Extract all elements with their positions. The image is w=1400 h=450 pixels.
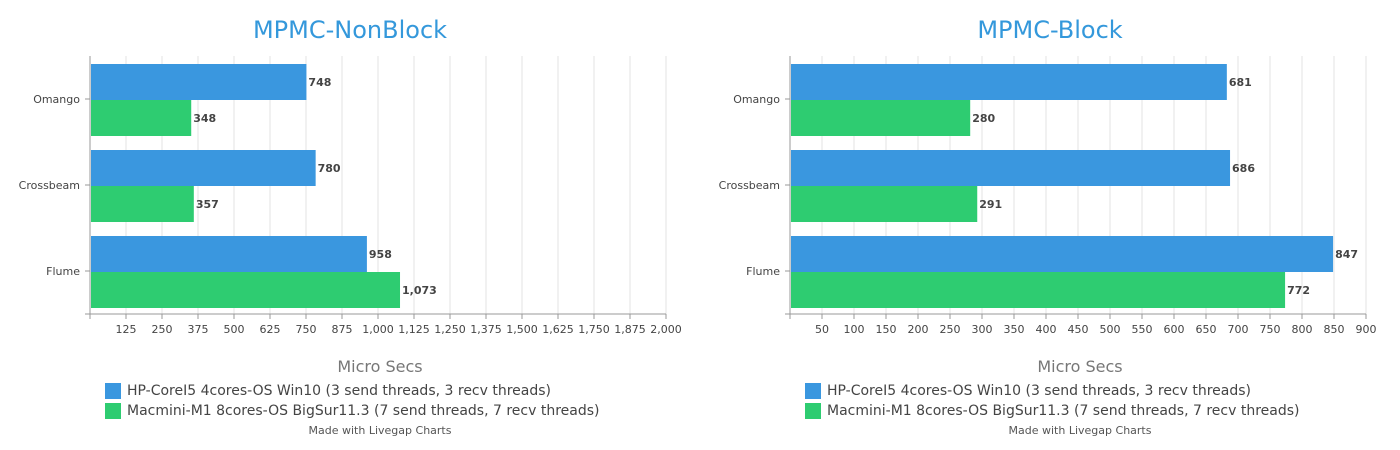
- bar: [791, 186, 978, 222]
- legend: HP-CoreI5 4cores-OS Win10 (3 send thread…: [805, 381, 1300, 421]
- x-tick-label: 850: [1324, 323, 1345, 336]
- x-tick-label: 1,500: [506, 323, 538, 336]
- bar: [91, 236, 367, 272]
- bar: [91, 150, 316, 186]
- x-tick-label: 625: [260, 323, 281, 336]
- data-label: 1,073: [402, 284, 437, 297]
- bar: [791, 236, 1334, 272]
- x-tick-label: 1,625: [542, 323, 574, 336]
- x-axis-label: Micro Secs: [337, 357, 422, 376]
- x-tick-label: 50: [815, 323, 829, 336]
- x-tick-label: 400: [1036, 323, 1057, 336]
- bar: [91, 64, 307, 100]
- credit-text[interactable]: Made with Livegap Charts: [308, 424, 452, 437]
- x-tick-label: 800: [1292, 323, 1313, 336]
- data-label: 780: [318, 162, 341, 175]
- bar: [91, 100, 192, 136]
- x-tick-label: 875: [332, 323, 353, 336]
- x-tick-label: 1,375: [470, 323, 502, 336]
- data-label: 681: [1229, 76, 1252, 89]
- x-tick-label: 1,750: [578, 323, 610, 336]
- x-tick-label: 700: [1228, 323, 1249, 336]
- y-tick-label: Flume: [46, 265, 80, 278]
- chart-title: MPMC-NonBlock: [253, 16, 447, 44]
- bar: [91, 272, 401, 308]
- data-label: 291: [979, 198, 1002, 211]
- x-tick-label: 150: [876, 323, 897, 336]
- x-tick-label: 2,000: [650, 323, 682, 336]
- x-tick-label: 550: [1132, 323, 1153, 336]
- x-tick-label: 1,000: [362, 323, 394, 336]
- x-tick-label: 900: [1356, 323, 1377, 336]
- x-tick-label: 1,250: [434, 323, 466, 336]
- legend-item-macmini[interactable]: Macmini-M1 8cores-OS BigSur11.3 (7 send …: [105, 401, 600, 421]
- legend-label-macmini: Macmini-M1 8cores-OS BigSur11.3 (7 send …: [827, 403, 1300, 419]
- x-tick-label: 250: [940, 323, 961, 336]
- x-tick-label: 375: [188, 323, 209, 336]
- x-tick-label: 500: [224, 323, 245, 336]
- data-label: 348: [193, 112, 216, 125]
- bar: [791, 150, 1231, 186]
- x-tick-label: 250: [152, 323, 173, 336]
- legend-swatch-macmini: [105, 403, 121, 419]
- y-tick-label: Crossbeam: [719, 179, 780, 192]
- y-tick-label: Omango: [33, 93, 80, 106]
- legend-label-hp: HP-CoreI5 4cores-OS Win10 (3 send thread…: [827, 383, 1252, 399]
- bar: [791, 272, 1286, 308]
- x-tick-label: 600: [1164, 323, 1185, 336]
- x-tick-label: 750: [296, 323, 317, 336]
- x-tick-label: 650: [1196, 323, 1217, 336]
- legend-swatch-hp: [105, 383, 121, 399]
- x-tick-label: 350: [1004, 323, 1025, 336]
- legend-label-macmini: Macmini-M1 8cores-OS BigSur11.3 (7 send …: [127, 403, 600, 419]
- legend-item-macmini[interactable]: Macmini-M1 8cores-OS BigSur11.3 (7 send …: [805, 401, 1300, 421]
- data-label: 686: [1232, 162, 1255, 175]
- chart-title: MPMC-Block: [977, 16, 1122, 44]
- chart-panel-block: MPMC-Block 50 100 150 200 250 300 350 400 450 500 5…: [700, 0, 1400, 450]
- x-tick-label: 200: [908, 323, 929, 336]
- data-label: 772: [1287, 284, 1310, 297]
- data-label: 958: [369, 248, 392, 261]
- bar: [91, 186, 194, 222]
- data-label: 280: [972, 112, 995, 125]
- legend-swatch-hp: [805, 383, 821, 399]
- credit-text[interactable]: Made with Livegap Charts: [1008, 424, 1152, 437]
- x-tick-label: 100: [844, 323, 865, 336]
- data-label: 357: [196, 198, 219, 211]
- data-label: 847: [1335, 248, 1358, 261]
- bar: [791, 100, 971, 136]
- x-axis-label: Micro Secs: [1037, 357, 1122, 376]
- x-tick-label: 125: [116, 323, 137, 336]
- x-tick-label: 1,125: [398, 323, 430, 336]
- chart-block: MPMC-Block 50 100 150 200 250 300 350 400 450 500 5…: [719, 16, 1377, 376]
- y-tick-label: Flume: [746, 265, 780, 278]
- x-tick-label: 450: [1068, 323, 1089, 336]
- y-tick-label: Omango: [733, 93, 780, 106]
- legend-swatch-macmini: [805, 403, 821, 419]
- chart-nonblock: MPMC-NonBlock 125 250 375 500 625 750 875 1,000 1…: [19, 16, 682, 376]
- legend-item-hp[interactable]: HP-CoreI5 4cores-OS Win10 (3 send thread…: [805, 381, 1300, 401]
- chart-panel-nonblock: MPMC-NonBlock 125 250 375 500 625 750 875 1,000 1…: [19, 16, 682, 437]
- x-tick-label: 500: [1100, 323, 1121, 336]
- x-tick-label: 750: [1260, 323, 1281, 336]
- data-label: 748: [308, 76, 331, 89]
- legend-item-hp[interactable]: HP-CoreI5 4cores-OS Win10 (3 send thread…: [105, 381, 600, 401]
- bar: [791, 64, 1227, 100]
- y-tick-label: Crossbeam: [19, 179, 80, 192]
- x-tick-label: 300: [972, 323, 993, 336]
- x-tick-label: 1,875: [614, 323, 646, 336]
- legend-label-hp: HP-CoreI5 4cores-OS Win10 (3 send thread…: [127, 383, 552, 399]
- legend: HP-CoreI5 4cores-OS Win10 (3 send thread…: [105, 381, 600, 421]
